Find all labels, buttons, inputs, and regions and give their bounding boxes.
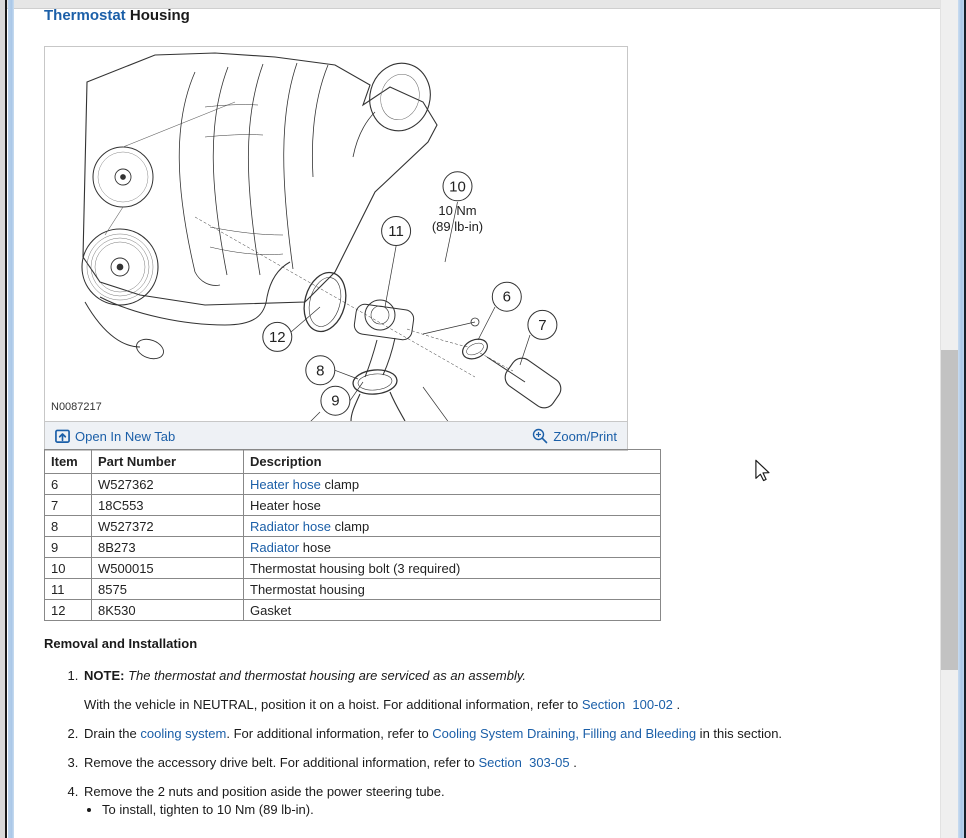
- svg-text:12: 12: [269, 329, 286, 346]
- svg-text:(89 lb-in): (89 lb-in): [432, 219, 483, 234]
- svg-text:10: 10: [449, 178, 466, 195]
- svg-text:7: 7: [538, 317, 546, 334]
- svg-text:6: 6: [503, 289, 511, 306]
- svg-text:11: 11: [388, 223, 404, 240]
- svg-text:8: 8: [316, 362, 324, 379]
- svg-text:9: 9: [331, 393, 339, 410]
- svg-text:10 Nm: 10 Nm: [438, 203, 476, 218]
